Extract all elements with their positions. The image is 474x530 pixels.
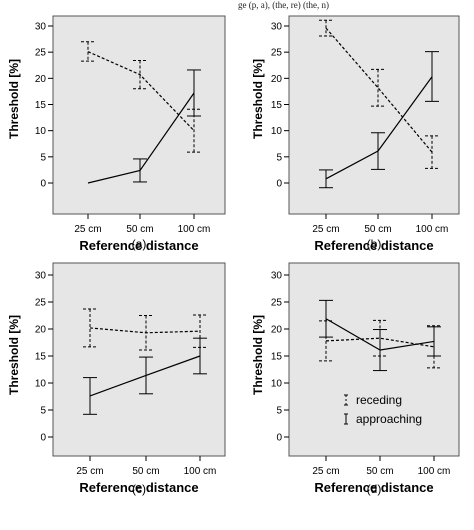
y-tick-label: 5	[40, 406, 46, 417]
plot-area	[52, 262, 226, 457]
y-tick-label: 20	[35, 74, 47, 85]
panel-caption: (a)	[132, 237, 147, 251]
y-tick-label: 20	[271, 74, 283, 85]
x-tick-label: 50 cm	[364, 224, 391, 235]
legend-entry-label: approaching	[356, 412, 422, 426]
y-tick-label: 15	[271, 352, 283, 363]
x-tick-label: 50 cm	[366, 466, 393, 477]
series-line	[325, 27, 433, 153]
error-bar	[83, 308, 97, 348]
y-tick-label: 15	[35, 100, 47, 111]
x-tick-label: 100 cm	[184, 466, 217, 477]
series-solid	[83, 337, 207, 415]
error-bar	[425, 135, 439, 169]
error-bar	[425, 51, 439, 102]
legend: receding approaching	[344, 393, 422, 426]
error-bar	[319, 19, 333, 37]
y-tick-label: 15	[35, 352, 47, 363]
error-bar	[139, 356, 153, 395]
y-tick-label: 15	[271, 100, 283, 111]
y-tick-label: 20	[271, 325, 283, 336]
error-bar	[83, 377, 97, 415]
y-tick-label: 10	[35, 126, 47, 137]
plot-area	[288, 262, 460, 457]
panel-caption: (d)	[367, 482, 382, 496]
series-solid	[319, 299, 441, 372]
series-dashed	[83, 308, 207, 351]
x-tick-label: 50 cm	[132, 466, 159, 477]
y-tick-label: 25	[271, 298, 283, 309]
series-solid	[319, 51, 439, 189]
y-tick-label: 5	[276, 406, 282, 417]
plot-area	[52, 15, 226, 215]
x-tick-label: 25 cm	[76, 466, 103, 477]
y-tick-label: 5	[276, 152, 282, 163]
plot-area	[288, 15, 460, 215]
error-bar	[81, 41, 95, 62]
y-tick-label: 30	[35, 22, 47, 33]
error-bar	[427, 326, 441, 357]
y-tick-label: 10	[35, 379, 47, 390]
error-bar	[187, 69, 201, 117]
chart-panel-2: 0 5 10 15 20 25 30 25 cm 50 cm 100 cm Reference di…	[251, 15, 460, 253]
y-tick-label: 10	[271, 379, 283, 390]
y-axis-title: Threshold [%]	[251, 315, 265, 395]
error-bar	[371, 68, 385, 107]
x-axis-title: Reference distance	[79, 238, 198, 253]
x-tick-label: 25 cm	[312, 224, 339, 235]
x-axis-title: Reference distance	[314, 480, 433, 495]
panel-caption: (b)	[367, 237, 382, 251]
error-bar	[193, 337, 207, 375]
series-solid	[87, 69, 201, 184]
x-tick-label: 50 cm	[126, 224, 153, 235]
x-axis-title: Reference distance	[314, 238, 433, 253]
error-bar	[371, 132, 385, 170]
error-bar	[319, 299, 333, 338]
y-tick-label: 30	[271, 271, 283, 282]
x-tick-label: 100 cm	[416, 224, 449, 235]
y-axis-title: Threshold [%]	[7, 315, 21, 395]
series-dashed	[319, 19, 439, 169]
error-bar	[319, 169, 333, 189]
y-tick-label: 20	[35, 325, 47, 336]
chart-panel-3: 0 5 10 15 20 25 30 25 cm 50 cm 100 cm Reference di…	[7, 262, 226, 496]
x-axis-title: Reference distance	[79, 480, 198, 495]
y-tick-label: 25	[271, 48, 283, 59]
chart-panel-4: 0 5 10 15 20 25 30 25 cm 50 cm 100 cm Reference di…	[251, 262, 460, 496]
error-bar	[373, 329, 387, 372]
chart-panel-1: 0 5 10 15 20 25 30 25 cm 50 cm 100 cm Reference di…	[7, 15, 226, 253]
y-axis-title: Threshold [%]	[251, 59, 265, 139]
x-tick-label: 100 cm	[178, 224, 211, 235]
y-tick-label: 30	[35, 271, 47, 282]
x-tick-label: 100 cm	[418, 466, 451, 477]
x-tick-label: 25 cm	[74, 224, 101, 235]
y-tick-label: 30	[271, 22, 283, 33]
y-tick-label: 10	[271, 126, 283, 137]
y-tick-label: 0	[40, 179, 46, 190]
y-tick-label: 25	[35, 298, 47, 309]
y-tick-label: 5	[40, 152, 46, 163]
error-bar	[133, 158, 147, 183]
x-tick-label: 25 cm	[312, 466, 339, 477]
y-tick-label: 0	[276, 179, 282, 190]
series-line	[87, 51, 195, 132]
panel-caption: (c)	[132, 482, 146, 496]
error-bar	[139, 315, 153, 351]
legend-entry-label: receding	[356, 393, 402, 407]
y-axis-title: Threshold [%]	[7, 59, 21, 139]
y-tick-label: 25	[35, 48, 47, 59]
y-tick-label: 0	[40, 433, 46, 444]
header-text-fragment: ge (p, a), (the, re) (the, n)	[238, 0, 329, 10]
error-bar	[133, 60, 147, 90]
y-tick-label: 0	[276, 433, 282, 444]
